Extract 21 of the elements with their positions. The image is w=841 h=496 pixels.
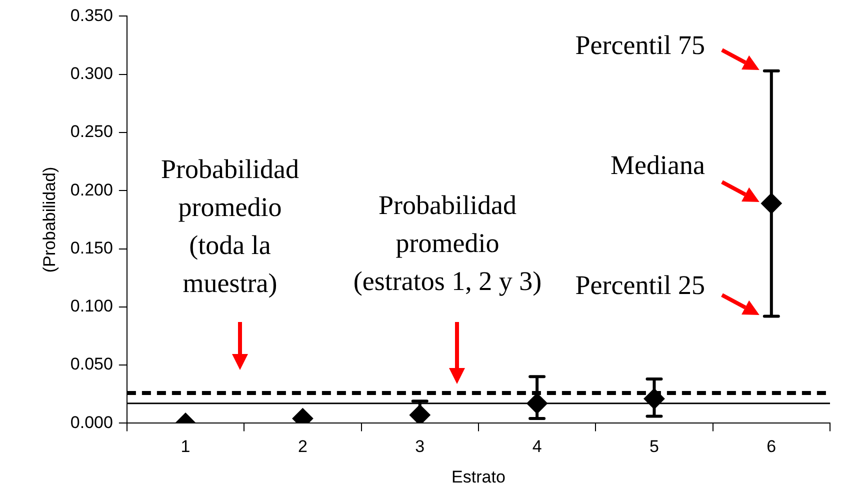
y-tick-label: 0.250 bbox=[70, 122, 113, 142]
y-tick-label: 0.050 bbox=[70, 354, 113, 374]
x-tick-label: 6 bbox=[766, 437, 776, 456]
y-tick-label: 0.000 bbox=[70, 412, 113, 432]
y-tick-label: 0.100 bbox=[70, 296, 113, 316]
y-tick-label: 0.200 bbox=[70, 180, 113, 200]
y-tick-label: 0.350 bbox=[70, 6, 113, 25]
x-axis-title: Estrato bbox=[452, 467, 506, 486]
x-tick-label: 5 bbox=[650, 437, 659, 456]
annotation: Percentil 25 bbox=[575, 270, 705, 300]
y-tick-label: 0.150 bbox=[70, 238, 113, 258]
x-tick-label: 4 bbox=[532, 437, 542, 456]
annotation: Percentil 75 bbox=[574, 29, 705, 62]
annotation: Probabilidad promedio (toda la muestra) bbox=[160, 153, 300, 300]
y-axis-title: (Probabilidad) bbox=[40, 166, 59, 273]
annotation: Probabilidad promedio (estratos 1, 2 y 3) bbox=[352, 189, 543, 298]
annotation: Mediana bbox=[610, 149, 705, 182]
x-tick-label: 3 bbox=[415, 437, 425, 456]
x-tick-label: 1 bbox=[180, 437, 190, 456]
x-tick-label: 2 bbox=[298, 437, 308, 456]
y-tick-label: 0.300 bbox=[70, 64, 113, 84]
